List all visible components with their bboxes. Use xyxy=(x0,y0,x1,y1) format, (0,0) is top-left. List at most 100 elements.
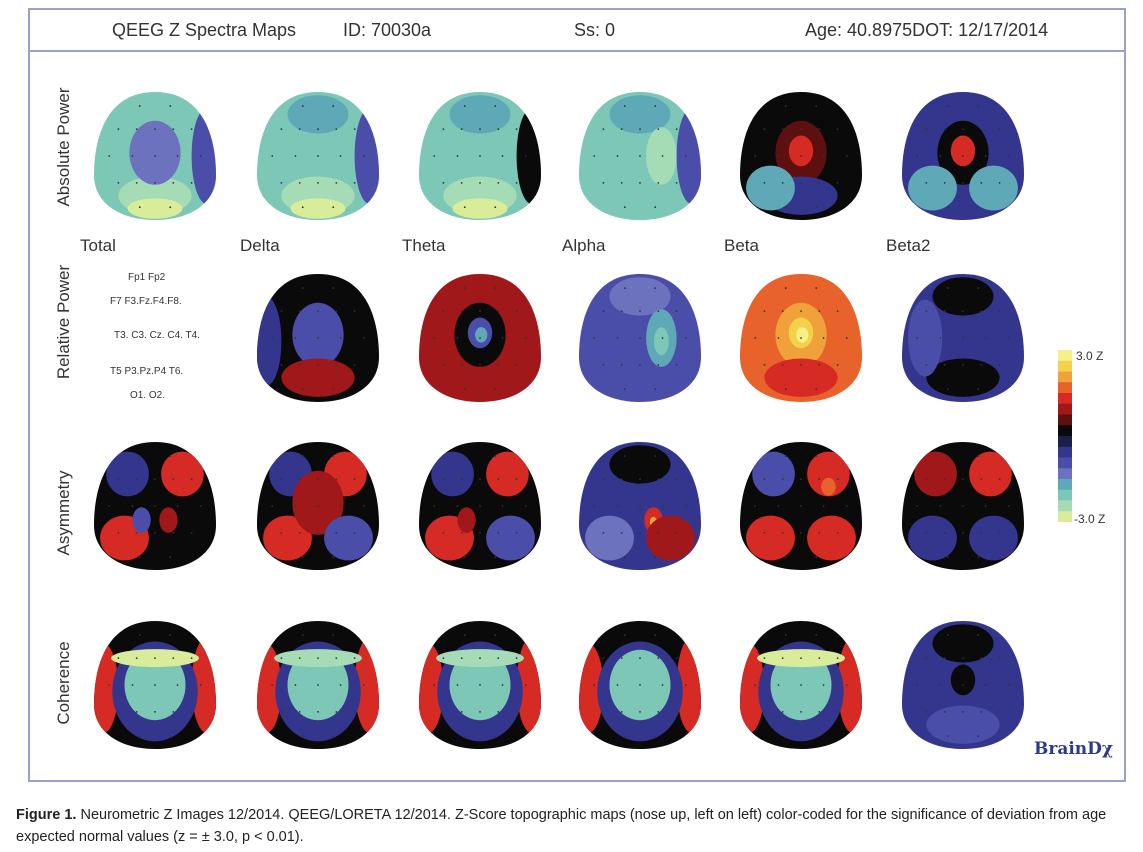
topo-map xyxy=(902,92,1024,220)
electrode-dot xyxy=(301,735,304,738)
electrode-dot xyxy=(362,684,365,686)
figure-caption: Figure 1. Neurometric Z Images 12/2014. … xyxy=(16,804,1136,848)
electrode-dot xyxy=(172,181,175,184)
electrode-dot xyxy=(800,363,802,366)
electrode-dot xyxy=(190,181,193,184)
electrode-dot xyxy=(479,181,481,184)
electrode-dot xyxy=(131,505,134,507)
electrode-dot xyxy=(654,634,657,636)
electrode-dot xyxy=(301,634,304,636)
electrode-dot xyxy=(943,478,946,481)
electrode-dot xyxy=(984,337,987,339)
electrode-dot xyxy=(977,206,980,209)
electrode-dot xyxy=(784,735,787,738)
electrode-dot xyxy=(657,181,660,184)
electrode-dot xyxy=(845,505,848,507)
electrode-dot xyxy=(108,505,111,507)
electrode-dot xyxy=(639,310,641,313)
topo-map xyxy=(257,92,379,220)
electrode-dot xyxy=(800,531,802,534)
electrode-dot xyxy=(515,363,518,366)
electrode-dot xyxy=(984,155,987,157)
electrode-dot xyxy=(946,735,949,738)
electrode-dot xyxy=(497,657,500,660)
electrode-dot xyxy=(654,287,657,289)
electrode-dot xyxy=(479,684,481,686)
electrode-dot xyxy=(943,657,946,660)
topo-blob xyxy=(950,135,976,167)
electrode-dot xyxy=(822,684,825,686)
electrode-dot xyxy=(620,710,623,713)
electrode-dot xyxy=(602,363,605,366)
electrode-dot xyxy=(479,337,481,339)
topo-map xyxy=(579,621,701,749)
electrode-dot xyxy=(675,128,678,131)
electrode-dot xyxy=(616,155,619,157)
electrode-dot xyxy=(639,181,641,184)
electrode-dot xyxy=(962,531,964,534)
electrode-dot xyxy=(271,684,274,686)
electrode-dot xyxy=(616,684,619,686)
electrode-dot xyxy=(815,388,818,391)
electrode-dot xyxy=(818,478,821,481)
topo-map xyxy=(257,621,379,749)
electrode-dot xyxy=(946,206,949,209)
electrode-dot xyxy=(623,735,626,738)
electrode-dot xyxy=(815,735,818,738)
electrode-dot xyxy=(515,181,518,184)
scale-segment xyxy=(1058,414,1072,426)
electrode-dot xyxy=(639,128,641,131)
electrode-dot xyxy=(117,531,120,534)
topo-blob xyxy=(908,299,943,377)
topo-blob xyxy=(452,198,508,219)
electrode-dot xyxy=(784,287,787,289)
electrode-dot xyxy=(294,337,297,339)
electrode-dot xyxy=(301,206,304,209)
electrode-dot xyxy=(138,455,141,457)
electrode-dot xyxy=(925,710,928,713)
topo-blob xyxy=(646,515,695,561)
electrode-dot xyxy=(980,310,983,313)
col-label-alpha: Alpha xyxy=(562,236,606,255)
electrode-dot xyxy=(298,710,301,713)
electrode-dot xyxy=(784,206,787,209)
electrode-dot xyxy=(962,337,964,339)
topo-blob xyxy=(354,108,379,204)
electrode-dot xyxy=(199,155,202,157)
scale-segment xyxy=(1058,500,1072,512)
electrode-dot xyxy=(497,531,500,534)
topo-blob xyxy=(807,515,856,561)
topo-map xyxy=(257,442,379,570)
electrode-dot xyxy=(117,710,120,713)
electrode-dot xyxy=(280,363,283,366)
electrode-dot xyxy=(497,710,500,713)
topo-blob xyxy=(926,705,1000,744)
electrode-dot xyxy=(836,478,839,481)
electrode-dot xyxy=(845,337,848,339)
electrode-dot xyxy=(836,128,839,131)
electrode-dot xyxy=(353,128,356,131)
header-title: QEEG Z Spectra Maps xyxy=(112,20,297,40)
electrode-legend-line: T3. C3. Cz. C4. T4. xyxy=(114,330,200,341)
electrode-dot xyxy=(962,710,964,713)
electrode-dot xyxy=(925,363,928,366)
topo-blob xyxy=(969,515,1018,561)
electrode-dot xyxy=(675,710,678,713)
electrode-dot xyxy=(980,531,983,534)
electrode-dot xyxy=(335,310,338,313)
electrode-dot xyxy=(654,206,657,209)
electrode-dot xyxy=(943,710,946,713)
topo-map xyxy=(94,442,216,570)
electrode-dot xyxy=(593,505,596,507)
topo-blob xyxy=(950,664,976,696)
electrode-dot xyxy=(442,710,445,713)
electrode-dot xyxy=(818,363,821,366)
electrode-legend-line: Fp1 Fp2 xyxy=(128,272,166,283)
electrode-dot xyxy=(294,505,297,507)
electrode-dot xyxy=(154,684,156,686)
electrode-dot xyxy=(135,128,138,131)
electrode-dot xyxy=(946,287,949,289)
electrode-dot xyxy=(620,531,623,534)
electrode-dot xyxy=(620,310,623,313)
electrode-dot xyxy=(800,128,802,131)
